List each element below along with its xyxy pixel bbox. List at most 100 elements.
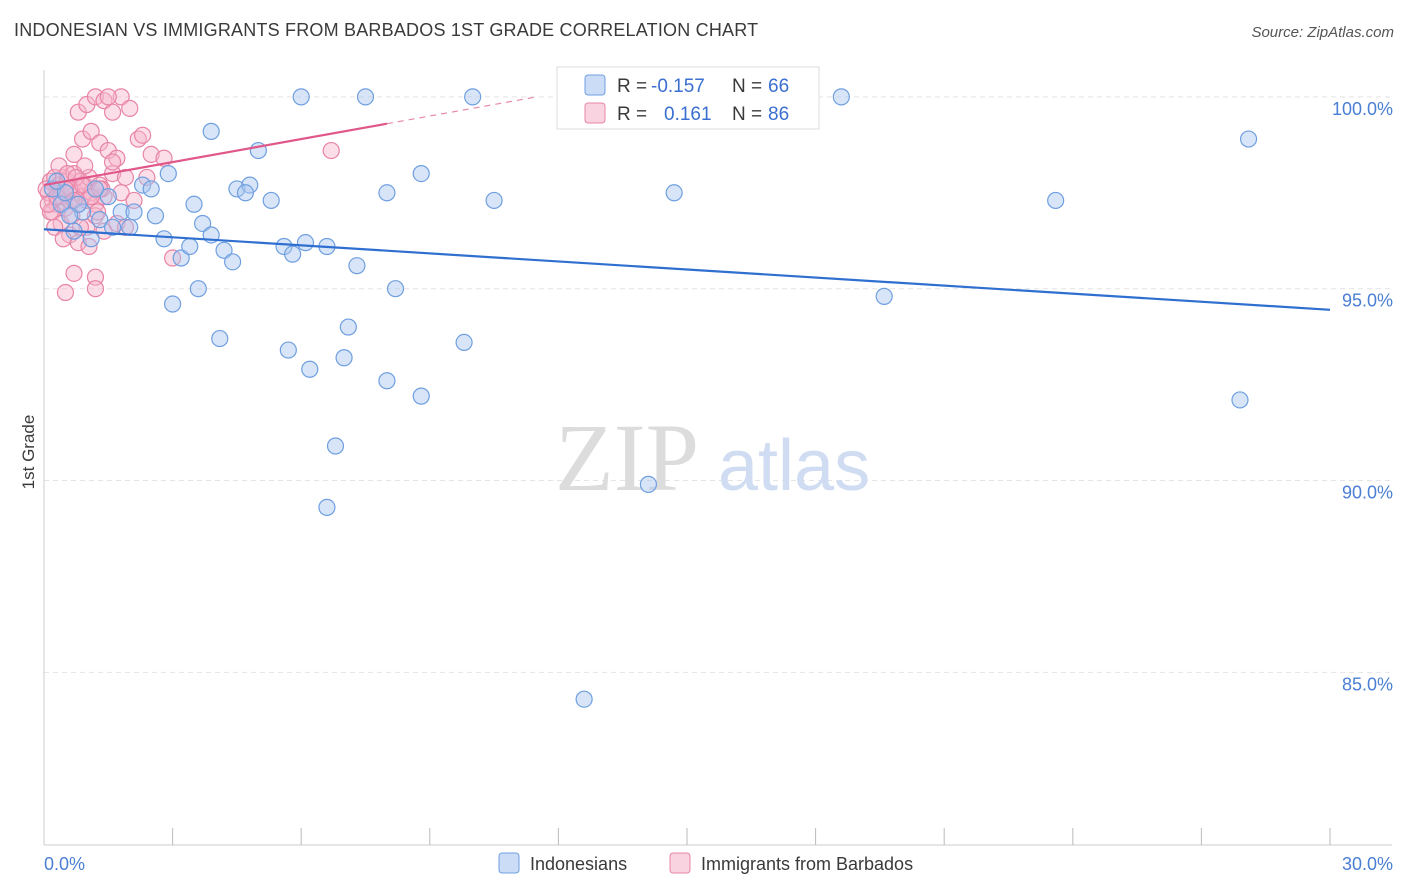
indonesians-point <box>1047 191 1065 210</box>
barbados-point <box>76 157 94 175</box>
bottom-legend-swatch-indonesians <box>498 852 520 874</box>
chart-title: INDONESIAN VS IMMIGRANTS FROM BARBADOS 1… <box>14 20 759 40</box>
indonesians-point <box>279 341 297 359</box>
watermark-atlas: atlas <box>718 426 870 506</box>
indonesians-point <box>69 195 87 213</box>
barbados-point <box>103 103 122 121</box>
indonesians-point <box>61 207 79 225</box>
indonesians-point <box>236 184 255 202</box>
indonesians-point <box>348 257 366 275</box>
indonesians-point <box>318 498 336 516</box>
barbados-point <box>86 88 105 106</box>
bottom-legend-label-barbados: Immigrants from Barbados <box>701 854 913 874</box>
indonesians-point <box>665 184 683 202</box>
barbados-point <box>82 122 100 140</box>
indonesians-point <box>832 88 850 106</box>
legend-n-value-2: 86 <box>768 104 789 125</box>
y-tick-label: 100.0% <box>1332 99 1393 119</box>
indonesians-point <box>1239 130 1258 148</box>
barbados-point <box>86 280 105 298</box>
indonesians-point <box>121 218 139 236</box>
barbados-point <box>65 145 83 164</box>
indonesians-point <box>215 241 233 259</box>
legend-n-label-2: N = <box>732 104 762 125</box>
indonesians-point <box>412 164 430 183</box>
x-tick-label: 0.0% <box>44 854 85 874</box>
watermark: ZIP atlas <box>555 404 870 511</box>
indonesians-point <box>875 287 893 305</box>
legend-r-value-2: 0.161 <box>664 104 712 125</box>
indonesians-point <box>125 203 143 221</box>
indonesians-point <box>284 245 302 263</box>
barbados-point <box>46 218 64 236</box>
barbados-point <box>99 88 117 106</box>
y-tick-label: 85.0% <box>1342 674 1393 694</box>
trend-lines <box>43 96 1331 311</box>
indonesians-point <box>185 195 203 213</box>
indonesians-point <box>189 280 207 298</box>
y-tick-label: 90.0% <box>1342 483 1393 503</box>
indonesians-point <box>82 230 100 248</box>
indonesians-point <box>378 372 396 390</box>
indonesians-point <box>1231 391 1249 409</box>
barbados-point <box>56 283 75 302</box>
y-tick-labels: 100.0% 95.0% 90.0% 85.0% <box>1332 99 1393 694</box>
watermark-zip: ZIP <box>555 404 699 511</box>
indonesians-point <box>164 295 182 313</box>
indonesians-point <box>202 122 220 140</box>
indonesians-point <box>224 253 242 271</box>
barbados-point <box>103 153 122 171</box>
bottom-legend-swatch-barbados <box>669 852 691 874</box>
barbados-trend-extension <box>386 96 538 125</box>
indonesians-point <box>412 387 430 405</box>
indonesians-point <box>378 184 396 202</box>
legend-n-value-1: 66 <box>768 76 789 97</box>
barbados-point <box>65 264 83 282</box>
indonesians-point <box>56 184 75 202</box>
indonesians-point <box>142 180 160 198</box>
indonesians-point <box>86 180 105 198</box>
indonesians-point <box>146 207 165 225</box>
series-indonesians-points <box>43 88 1258 708</box>
indonesians-point <box>181 237 199 256</box>
bottom-legend-label-indonesians: Indonesians <box>530 854 627 874</box>
legend-swatch-indonesians <box>584 74 606 96</box>
indonesians-trend-line <box>43 228 1331 311</box>
indonesians-point <box>464 88 482 106</box>
indonesians-point <box>159 164 177 183</box>
indonesians-point <box>211 329 229 348</box>
indonesians-point <box>639 475 658 493</box>
indonesians-point <box>386 280 405 298</box>
legend-r-label-2: R = <box>617 104 647 125</box>
barbados-point <box>133 126 152 144</box>
series-legend: Indonesians Immigrants from Barbados <box>498 852 913 874</box>
indonesians-point <box>133 176 152 194</box>
indonesians-point <box>339 318 357 336</box>
legend-r-value-1: -0.157 <box>651 76 705 97</box>
indonesians-point <box>155 230 173 248</box>
indonesians-point <box>112 203 130 221</box>
indonesians-point <box>455 333 473 352</box>
indonesians-point <box>335 349 353 367</box>
indonesians-point <box>356 88 375 106</box>
y-tick-label: 95.0% <box>1342 291 1393 311</box>
stats-legend: R = -0.157 N = 66 R = 0.161 N = 86 <box>556 66 820 130</box>
source-label: Source: ZipAtlas.com <box>1251 24 1394 41</box>
indonesians-point <box>194 214 212 233</box>
indonesians-point <box>292 88 310 106</box>
indonesians-point <box>99 188 117 206</box>
indonesians-point <box>296 234 315 252</box>
indonesians-point <box>326 437 345 455</box>
legend-swatch-barbados <box>584 102 606 124</box>
y-axis-label: 1st Grade <box>19 415 38 490</box>
legend-r-label-1: R = <box>617 76 647 97</box>
barbados-point <box>142 145 160 164</box>
indonesians-point <box>262 191 280 210</box>
barbados-point <box>322 141 340 160</box>
x-tick-labels: 0.0% 30.0% <box>44 854 1393 874</box>
series-barbados-points <box>37 88 340 302</box>
indonesians-point <box>575 690 593 708</box>
x-tick-label: 30.0% <box>1342 854 1393 874</box>
indonesians-point <box>91 211 109 229</box>
